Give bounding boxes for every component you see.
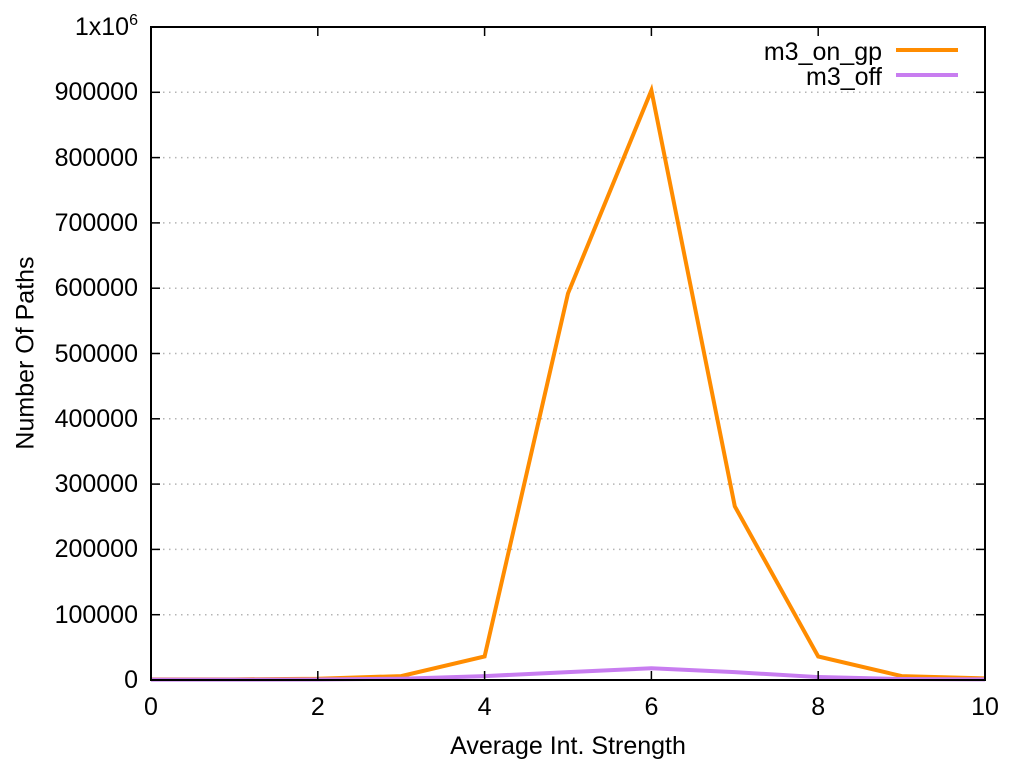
x-axis-title: Average Int. Strength <box>450 732 686 760</box>
y-axis-title: Number Of Paths <box>11 256 40 450</box>
x-tick-label: 8 <box>811 693 826 721</box>
y-tick-label: 600000 <box>54 274 138 303</box>
y-tick-label: 1x106 <box>74 12 138 41</box>
x-tick-label: 4 <box>477 693 492 721</box>
y-tick-label: 700000 <box>54 208 138 237</box>
y-tick-label: 200000 <box>54 535 138 564</box>
legend-item-m3_off: m3_off <box>806 64 958 90</box>
y-tick-label: 900000 <box>54 78 138 107</box>
y-tick-label: 300000 <box>54 470 138 499</box>
y-tick-label: 500000 <box>54 339 138 368</box>
legend-line-sample <box>896 73 958 77</box>
legend-item-m3_on_gp: m3_on_gp <box>764 39 958 65</box>
series-line-m3_off <box>151 666 986 682</box>
y-tick-label: 100000 <box>54 600 138 629</box>
legend-line-sample <box>896 48 958 52</box>
x-tick-label: 0 <box>144 693 158 721</box>
y-tick-label: 400000 <box>54 404 138 433</box>
x-tick-label: 6 <box>644 693 659 721</box>
y-tick-exponent: 6 <box>129 12 138 29</box>
series-line-m3_on_gp <box>151 83 986 682</box>
y-tick-label: 0 <box>124 666 138 694</box>
y-tick-label: 800000 <box>54 143 138 172</box>
legend-label: m3_off <box>806 63 882 91</box>
legend-label: m3_on_gp <box>763 38 882 66</box>
x-tick-label: 10 <box>971 693 999 721</box>
x-tick-label: 2 <box>310 693 325 721</box>
